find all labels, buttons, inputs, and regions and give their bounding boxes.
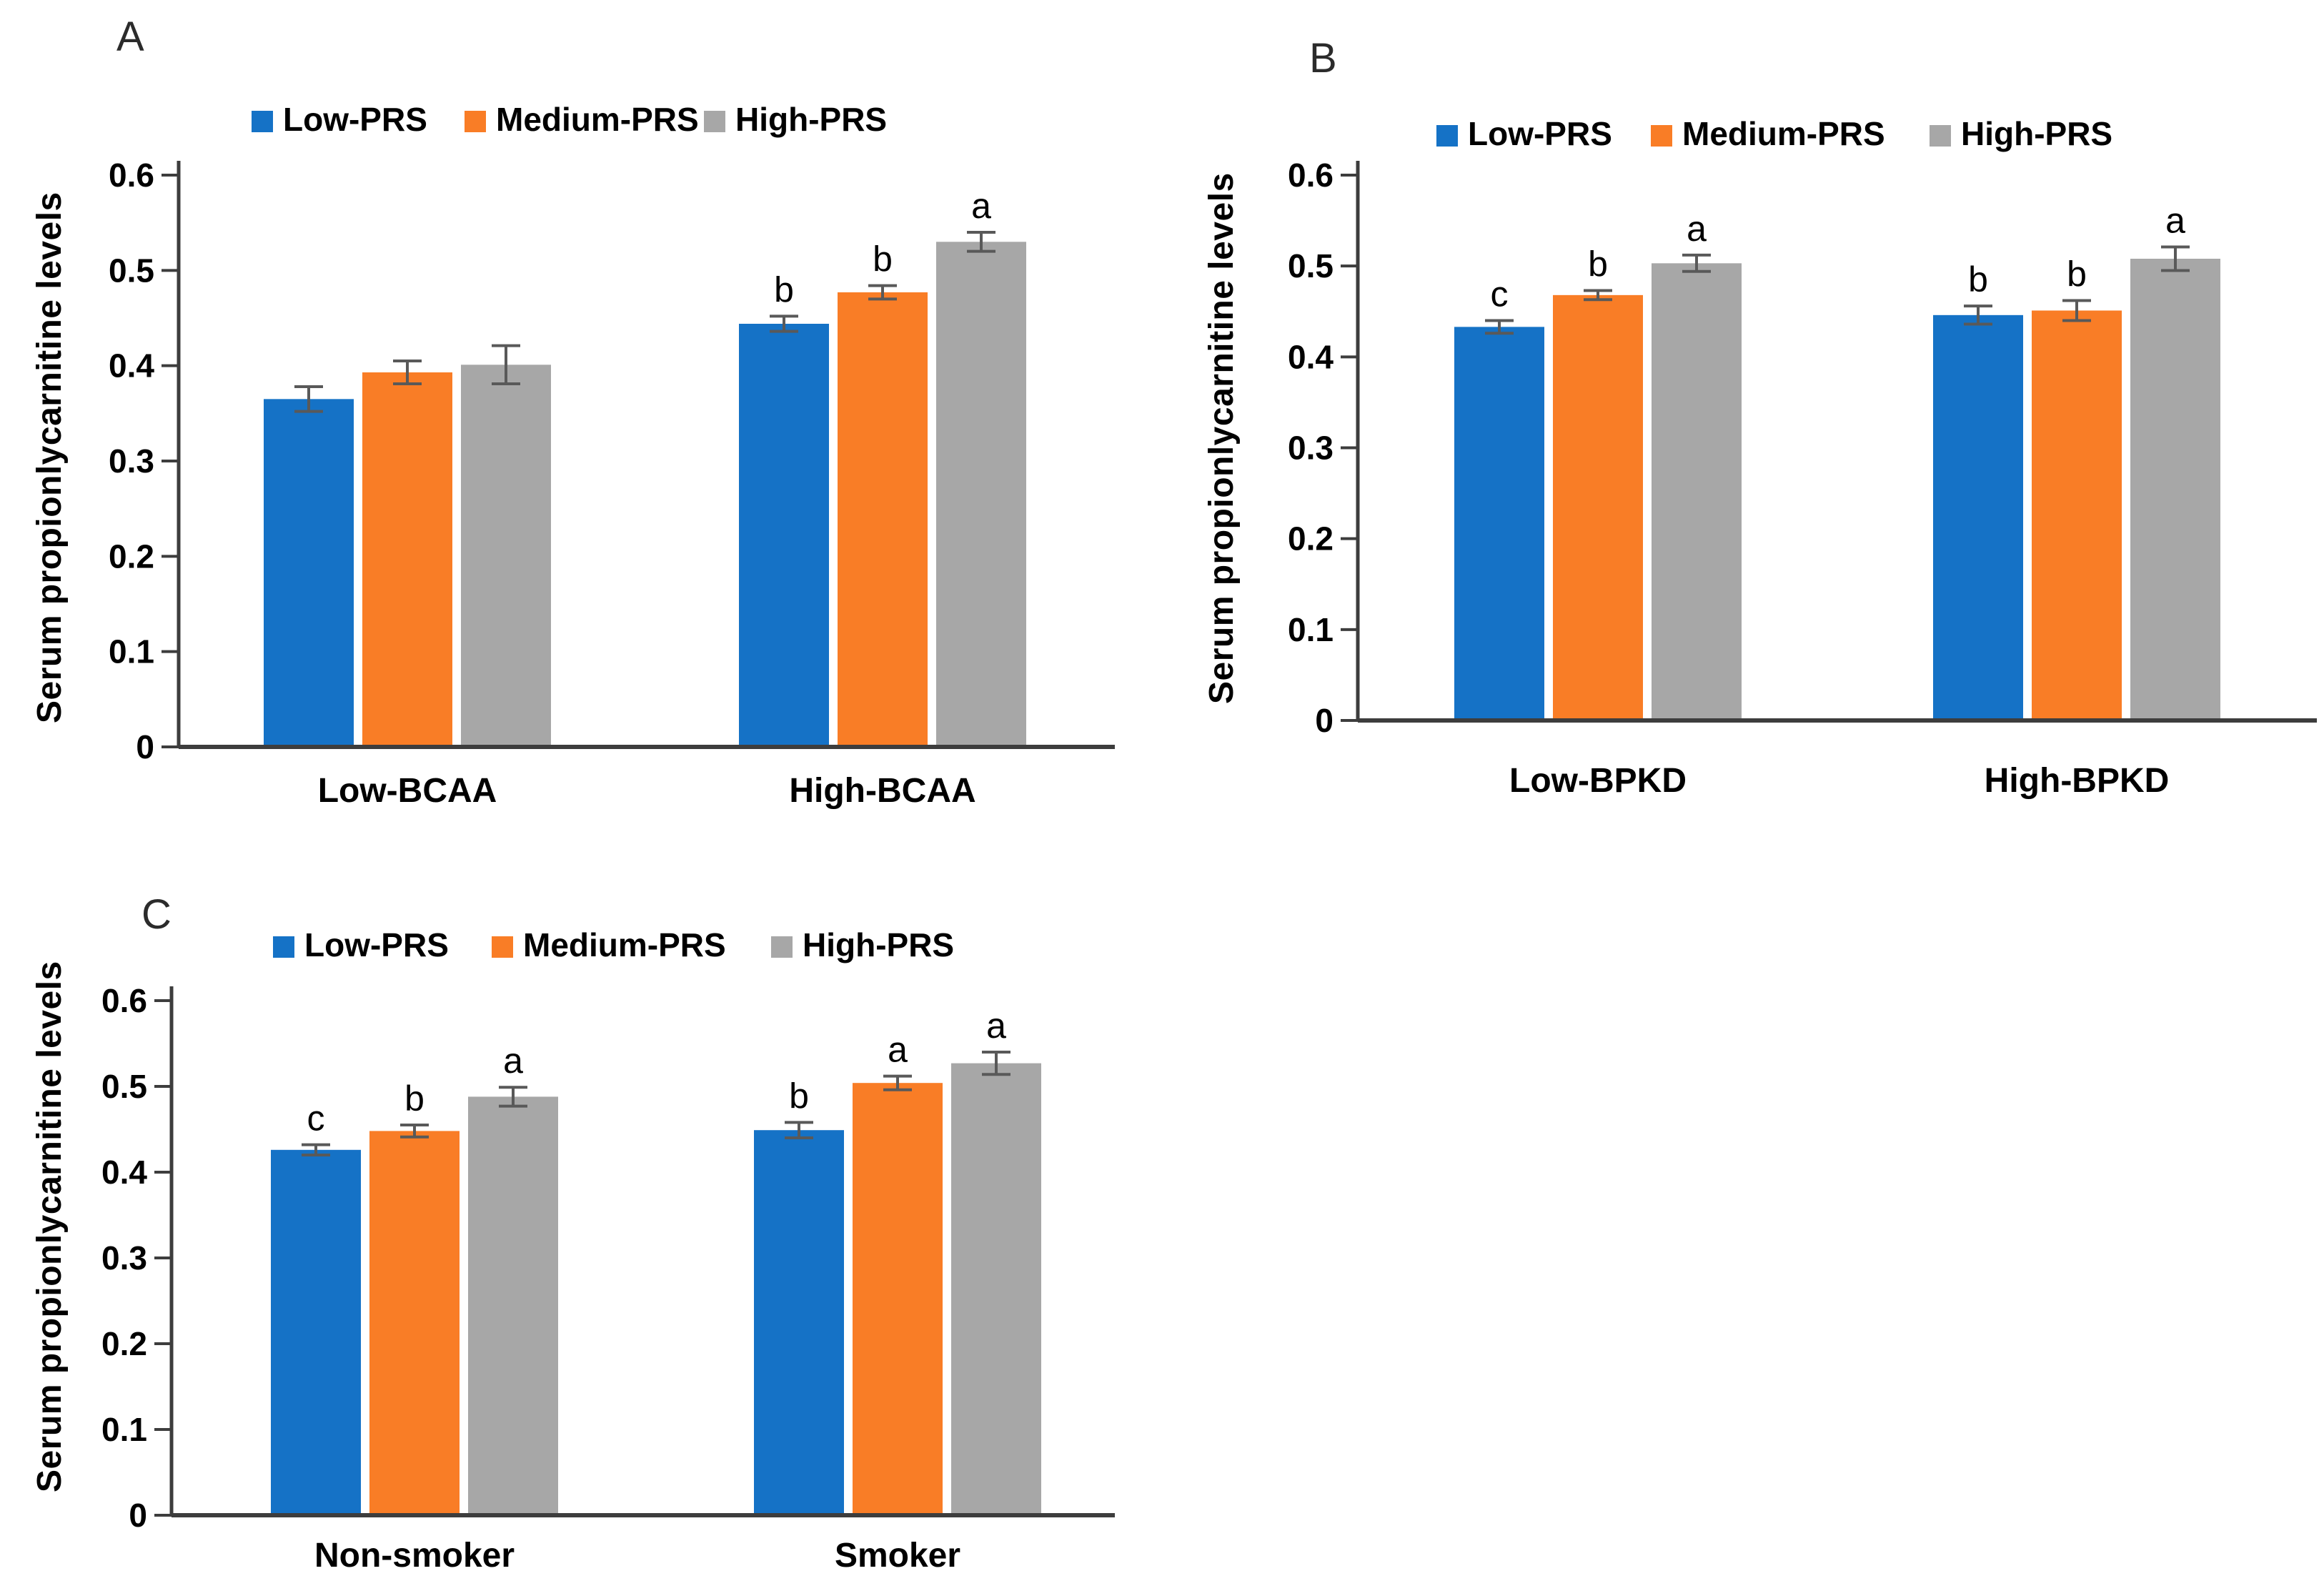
- bar: [1652, 263, 1742, 720]
- significance-letter: a: [1687, 209, 1707, 249]
- y-tick-label: 0.6: [109, 157, 154, 194]
- category-label: Low-BPKD: [1509, 762, 1687, 800]
- bar: [369, 1131, 460, 1515]
- significance-letter: a: [503, 1041, 523, 1081]
- legend-label: Medium-PRS: [496, 101, 699, 138]
- y-tick-label: 0.3: [101, 1239, 147, 1277]
- legend-swatch: [492, 936, 513, 958]
- y-tick-label: 0.4: [109, 347, 154, 385]
- y-tick-label: 0.4: [101, 1154, 147, 1191]
- y-tick-label: 0.2: [109, 537, 154, 575]
- bar: [1553, 294, 1643, 720]
- y-tick-label: 0.1: [1288, 611, 1334, 648]
- legend-swatch: [704, 111, 725, 132]
- significance-letter: a: [888, 1030, 908, 1070]
- significance-letter: c: [1491, 274, 1509, 314]
- significance-letter: b: [404, 1079, 424, 1119]
- significance-letter: b: [2067, 254, 2087, 294]
- y-tick-label: 0: [136, 728, 154, 765]
- bar: [838, 292, 928, 747]
- legend-label: Medium-PRS: [523, 926, 726, 963]
- y-tick-label: 0.4: [1288, 338, 1334, 375]
- panel-b-bar-chart: Low-PRS Medium-PRS High-PRS 0 0.1 0.2 0.3 0.4 0.…: [1288, 115, 2317, 800]
- legend-label: High-PRS: [735, 101, 887, 138]
- bar: [271, 1149, 361, 1515]
- legend-swatch: [771, 936, 793, 958]
- bar: [936, 242, 1026, 747]
- bar: [2032, 310, 2122, 720]
- bar: [468, 1096, 558, 1515]
- significance-letter: a: [971, 186, 991, 226]
- y-tick-label: 0: [129, 1497, 147, 1534]
- y-tick-label: 0.5: [109, 252, 154, 289]
- significance-letter: a: [986, 1006, 1006, 1046]
- y-tick-label: 0: [1315, 702, 1334, 739]
- y-tick-label: 0.3: [1288, 430, 1334, 467]
- y-tick-label: 0.3: [109, 442, 154, 480]
- bar: [951, 1063, 1041, 1515]
- legend-swatch: [1436, 125, 1458, 147]
- legend-swatch: [1651, 125, 1672, 147]
- bar: [754, 1130, 844, 1515]
- bar: [362, 372, 452, 747]
- category-label: High-BPKD: [1985, 762, 2170, 800]
- significance-letter: b: [873, 239, 893, 279]
- y-tick-label: 0.2: [1288, 520, 1334, 557]
- panel-label-a: A: [116, 14, 144, 60]
- bar: [853, 1083, 943, 1515]
- y-tick-label: 0.6: [101, 982, 147, 1019]
- category-label: Smoker: [835, 1537, 960, 1575]
- bar: [461, 365, 551, 747]
- y-tick-label: 0.6: [1288, 157, 1334, 194]
- panel-a-bar-chart: Low-PRS Medium-PRS High-PRS 0 0.1 0.2 0.3 0.4 0.…: [109, 101, 1115, 810]
- category-label: Low-BCAA: [318, 772, 497, 810]
- legend-label: Low-PRS: [1468, 115, 1612, 152]
- panel-label-c: C: [141, 891, 172, 938]
- bar: [1454, 327, 1544, 720]
- bar: [2130, 258, 2220, 720]
- legend-swatch: [252, 111, 273, 132]
- y-tick-label: 0.2: [101, 1325, 147, 1362]
- bar: [264, 399, 354, 747]
- legend-label: Medium-PRS: [1682, 115, 1885, 152]
- legend-label: High-PRS: [1961, 115, 2112, 152]
- significance-letter: c: [307, 1099, 325, 1139]
- y-tick-label: 0.5: [1288, 247, 1334, 284]
- legend-swatch: [465, 111, 486, 132]
- category-label: Non-smoker: [314, 1537, 515, 1575]
- significance-letter: b: [1968, 259, 1988, 299]
- category-label: High-BCAA: [789, 772, 975, 810]
- legend-swatch: [273, 936, 294, 958]
- panel-c-bar-chart: Low-PRS Medium-PRS High-PRS 0 0.1 0.2 0.3 0.4 0.…: [101, 926, 1115, 1575]
- bar: [1933, 314, 2023, 720]
- significance-letter: b: [789, 1076, 809, 1116]
- legend-swatch: [1930, 125, 1951, 147]
- significance-letter: b: [1588, 244, 1608, 284]
- significance-letter: b: [774, 269, 794, 309]
- legend-label: High-PRS: [803, 926, 954, 963]
- bar: [739, 324, 829, 747]
- significance-letter: a: [2165, 200, 2185, 240]
- panel-label-b: B: [1309, 35, 1337, 81]
- y-tick-label: 0.1: [109, 633, 154, 670]
- legend-label: Low-PRS: [283, 101, 427, 138]
- legend-label: Low-PRS: [304, 926, 449, 963]
- y-tick-label: 0.1: [101, 1411, 147, 1448]
- y-tick-label: 0.5: [101, 1068, 147, 1105]
